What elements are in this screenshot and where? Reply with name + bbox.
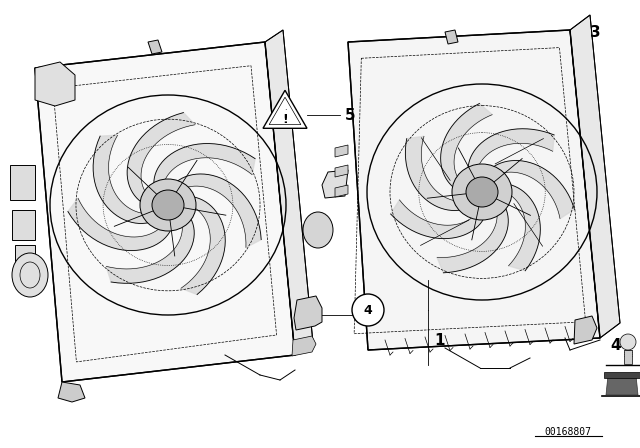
Polygon shape: [12, 210, 35, 240]
Text: 4: 4: [610, 337, 621, 353]
Polygon shape: [148, 40, 162, 54]
Polygon shape: [498, 184, 540, 271]
Polygon shape: [292, 336, 316, 356]
Ellipse shape: [140, 179, 196, 231]
Polygon shape: [445, 30, 458, 44]
Polygon shape: [574, 316, 597, 344]
Text: 5: 5: [345, 108, 356, 122]
Polygon shape: [441, 103, 492, 193]
Ellipse shape: [452, 164, 512, 220]
Ellipse shape: [152, 190, 184, 220]
Polygon shape: [405, 136, 472, 211]
Polygon shape: [154, 143, 255, 193]
Text: .: .: [284, 103, 286, 112]
Polygon shape: [127, 112, 195, 206]
Polygon shape: [335, 145, 348, 157]
Polygon shape: [181, 196, 225, 294]
Polygon shape: [294, 296, 322, 330]
Polygon shape: [624, 350, 632, 364]
Polygon shape: [10, 165, 35, 200]
Polygon shape: [263, 90, 307, 128]
Text: 00168807: 00168807: [545, 427, 591, 437]
Text: 3: 3: [590, 25, 600, 39]
Polygon shape: [322, 170, 348, 198]
Polygon shape: [390, 200, 487, 239]
Polygon shape: [58, 382, 85, 402]
Polygon shape: [68, 198, 173, 250]
Polygon shape: [265, 30, 313, 355]
Text: !: !: [282, 112, 288, 125]
Polygon shape: [171, 174, 261, 247]
Text: 1: 1: [434, 332, 445, 348]
Ellipse shape: [12, 253, 48, 297]
Polygon shape: [606, 375, 638, 395]
Polygon shape: [348, 30, 600, 350]
Ellipse shape: [303, 212, 333, 248]
Polygon shape: [604, 372, 640, 378]
Ellipse shape: [620, 334, 636, 350]
Polygon shape: [15, 245, 35, 270]
Polygon shape: [93, 135, 158, 224]
Polygon shape: [106, 211, 194, 283]
Polygon shape: [485, 160, 575, 219]
Circle shape: [352, 294, 384, 326]
Text: 4: 4: [364, 303, 372, 316]
Polygon shape: [35, 42, 295, 382]
Polygon shape: [468, 129, 554, 179]
Polygon shape: [437, 198, 508, 273]
Polygon shape: [335, 185, 348, 197]
Polygon shape: [35, 62, 75, 106]
Text: 2: 2: [365, 307, 376, 323]
Polygon shape: [335, 165, 348, 177]
Polygon shape: [570, 15, 620, 338]
Ellipse shape: [466, 177, 498, 207]
